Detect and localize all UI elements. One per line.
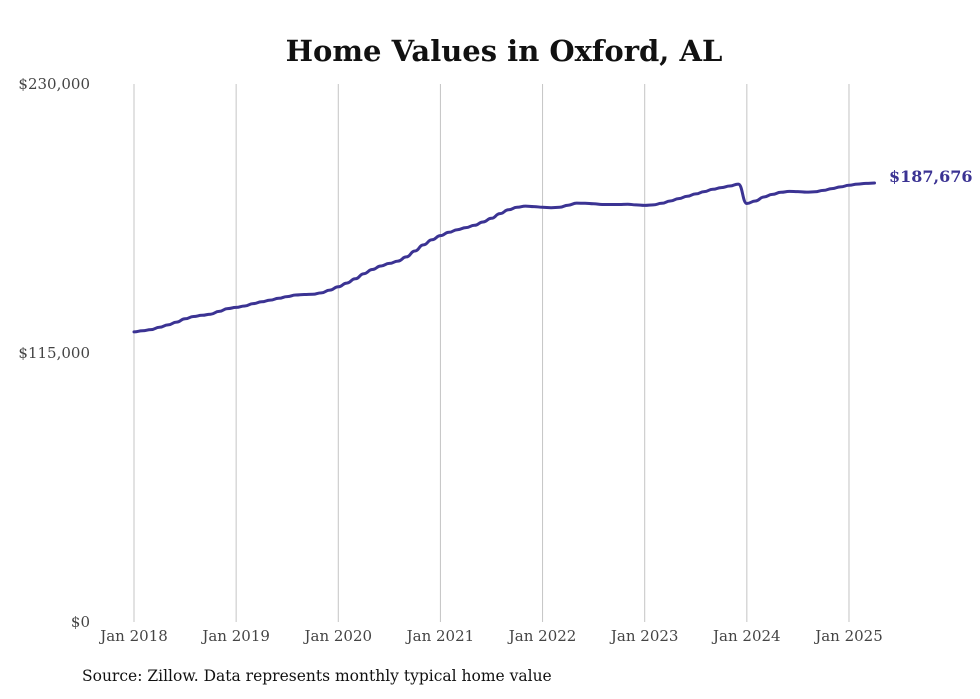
x-tick-label: Jan 2025 [813,627,883,645]
x-axis: Jan 2018 Jan 2019 Jan 2020 Jan 2021 Jan 2022… [98,627,883,645]
x-tick-label: Jan 2023 [609,627,679,645]
source-note: Source: Zillow. Data represents monthly … [82,667,552,685]
y-tick-label: $115,000 [18,344,90,362]
x-tick-label: Jan 2019 [200,627,270,645]
x-tick-label: Jan 2020 [302,627,372,645]
y-axis: $0 $115,000 $230,000 [18,75,90,631]
series-layer [132,181,876,334]
y-tick-label: $230,000 [18,75,90,93]
series-line [132,181,876,334]
chart-title: Home Values in Oxford, AL [286,34,723,68]
x-tick-label: Jan 2018 [98,627,168,645]
x-tick-label: Jan 2021 [405,627,475,645]
gridlines [133,84,850,622]
x-tick-label: Jan 2022 [507,627,577,645]
end-value-label: $187,676 [889,167,973,186]
y-tick-label: $0 [71,613,90,631]
x-tick-label: Jan 2024 [711,627,781,645]
